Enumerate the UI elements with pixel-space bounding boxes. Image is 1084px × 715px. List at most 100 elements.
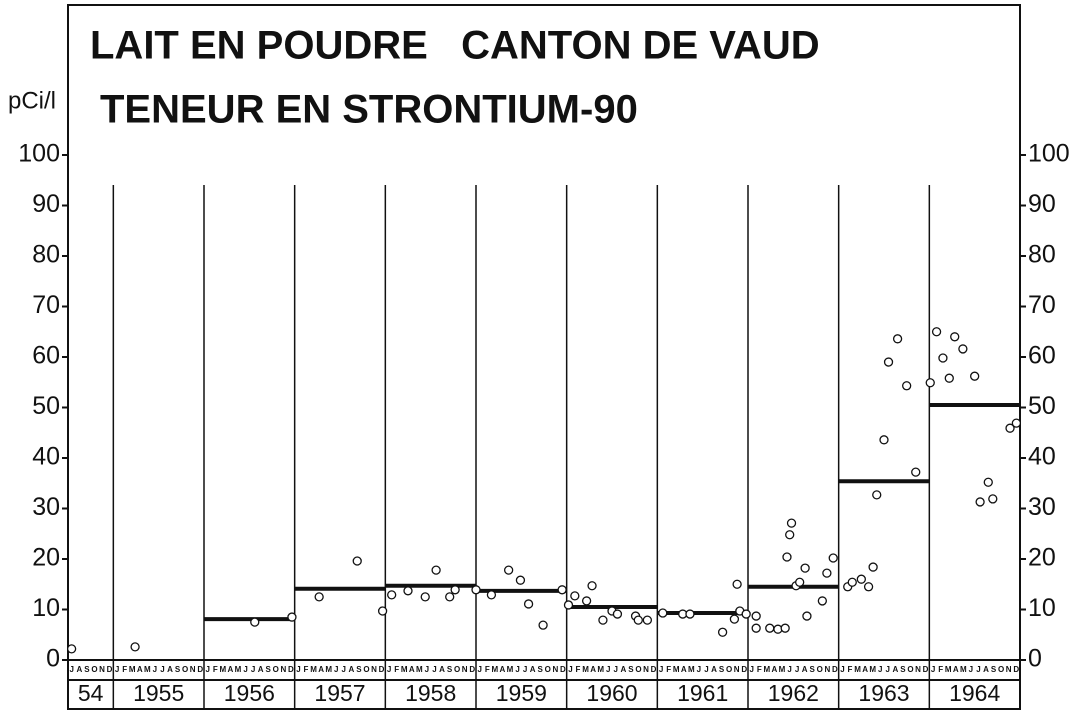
y-tick-label: 50 bbox=[32, 392, 60, 420]
month-label: O bbox=[182, 665, 188, 674]
year-label: 1956 bbox=[224, 680, 275, 706]
year-label: 1959 bbox=[496, 680, 547, 706]
month-label: S bbox=[810, 665, 816, 674]
chart-title: LAIT EN POUDRE CANTON DE VAUD bbox=[90, 24, 820, 68]
month-label: J bbox=[795, 665, 799, 674]
year-label: 1961 bbox=[677, 680, 728, 706]
month-label: M bbox=[310, 665, 317, 674]
month-label: J bbox=[659, 665, 663, 674]
month-label: J bbox=[697, 665, 701, 674]
data-point bbox=[352, 556, 362, 566]
month-label: F bbox=[757, 665, 762, 674]
month-label: F bbox=[213, 665, 218, 674]
month-label: M bbox=[129, 665, 136, 674]
month-label: F bbox=[122, 665, 127, 674]
month-label: A bbox=[318, 665, 324, 674]
month-label: J bbox=[296, 665, 300, 674]
month-label: D bbox=[379, 665, 385, 674]
data-point bbox=[431, 565, 441, 575]
data-point bbox=[780, 623, 790, 633]
y-tick-label: 90 bbox=[32, 190, 60, 218]
y-tick-label: 20 bbox=[1028, 544, 1056, 572]
data-point bbox=[782, 552, 792, 562]
data-point bbox=[515, 575, 526, 585]
month-label: A bbox=[167, 665, 173, 674]
month-label: O bbox=[726, 665, 732, 674]
month-label: O bbox=[817, 665, 823, 674]
month-label: F bbox=[576, 665, 581, 674]
month-label: J bbox=[206, 665, 210, 674]
month-label: O bbox=[91, 665, 97, 674]
month-label: J bbox=[243, 665, 247, 674]
month-label: A bbox=[439, 665, 445, 674]
y-tick-label: 0 bbox=[1028, 645, 1042, 673]
y-tick-label: 10 bbox=[1028, 594, 1056, 622]
data-point bbox=[486, 590, 497, 600]
month-label: J bbox=[976, 665, 980, 674]
month-label: J bbox=[969, 665, 973, 674]
data-point bbox=[802, 611, 812, 621]
month-label: O bbox=[635, 665, 641, 674]
month-label: O bbox=[998, 665, 1004, 674]
data-point bbox=[785, 530, 795, 540]
month-label: D bbox=[1013, 665, 1019, 674]
month-label: N bbox=[824, 665, 830, 674]
month-label: J bbox=[425, 665, 429, 674]
month-label: J bbox=[160, 665, 164, 674]
y-tick-label: 30 bbox=[32, 493, 60, 521]
month-label: N bbox=[190, 665, 196, 674]
month-label: J bbox=[478, 665, 482, 674]
data-point bbox=[751, 623, 761, 633]
month-label: S bbox=[991, 665, 997, 674]
month-label: A bbox=[137, 665, 143, 674]
y-tick-label: 0 bbox=[46, 645, 60, 673]
year-label: 54 bbox=[78, 680, 104, 706]
data-point bbox=[1005, 423, 1015, 433]
month-label: N bbox=[915, 665, 921, 674]
month-label: A bbox=[711, 665, 717, 674]
month-label: O bbox=[363, 665, 369, 674]
month-label: M bbox=[507, 665, 514, 674]
data-point bbox=[938, 353, 948, 363]
month-label: M bbox=[597, 665, 604, 674]
y-tick-label: 70 bbox=[32, 291, 60, 319]
month-label: A bbox=[409, 665, 415, 674]
year-label: 1957 bbox=[314, 680, 365, 706]
month-label: D bbox=[107, 665, 113, 674]
y-tick-label: 40 bbox=[32, 443, 60, 471]
data-point bbox=[863, 582, 874, 592]
month-label: J bbox=[787, 665, 791, 674]
data-point bbox=[570, 591, 580, 601]
month-label: N bbox=[643, 665, 649, 674]
data-point bbox=[944, 373, 954, 383]
month-label: S bbox=[84, 665, 90, 674]
month-label: D bbox=[832, 665, 838, 674]
month-label: D bbox=[469, 665, 475, 674]
data-point bbox=[817, 596, 827, 606]
data-point bbox=[786, 518, 797, 528]
data-point bbox=[847, 577, 857, 587]
month-label: J bbox=[840, 665, 844, 674]
data-point bbox=[598, 615, 608, 625]
month-label: S bbox=[719, 665, 725, 674]
data-point bbox=[420, 592, 430, 602]
data-point bbox=[856, 574, 866, 584]
data-point bbox=[828, 553, 838, 563]
month-label: N bbox=[371, 665, 377, 674]
data-point bbox=[892, 334, 903, 344]
year-label: 1955 bbox=[133, 680, 184, 706]
month-label: J bbox=[387, 665, 391, 674]
month-label: M bbox=[764, 665, 771, 674]
month-label: F bbox=[938, 665, 943, 674]
month-label: A bbox=[76, 665, 82, 674]
month-label: O bbox=[273, 665, 279, 674]
month-label: M bbox=[144, 665, 151, 674]
month-label: M bbox=[779, 665, 786, 674]
month-label: J bbox=[515, 665, 519, 674]
month-label: S bbox=[447, 665, 453, 674]
month-label: J bbox=[886, 665, 890, 674]
data-point bbox=[958, 344, 968, 354]
month-label: M bbox=[854, 665, 861, 674]
month-label: A bbox=[590, 665, 596, 674]
month-label: J bbox=[432, 665, 436, 674]
